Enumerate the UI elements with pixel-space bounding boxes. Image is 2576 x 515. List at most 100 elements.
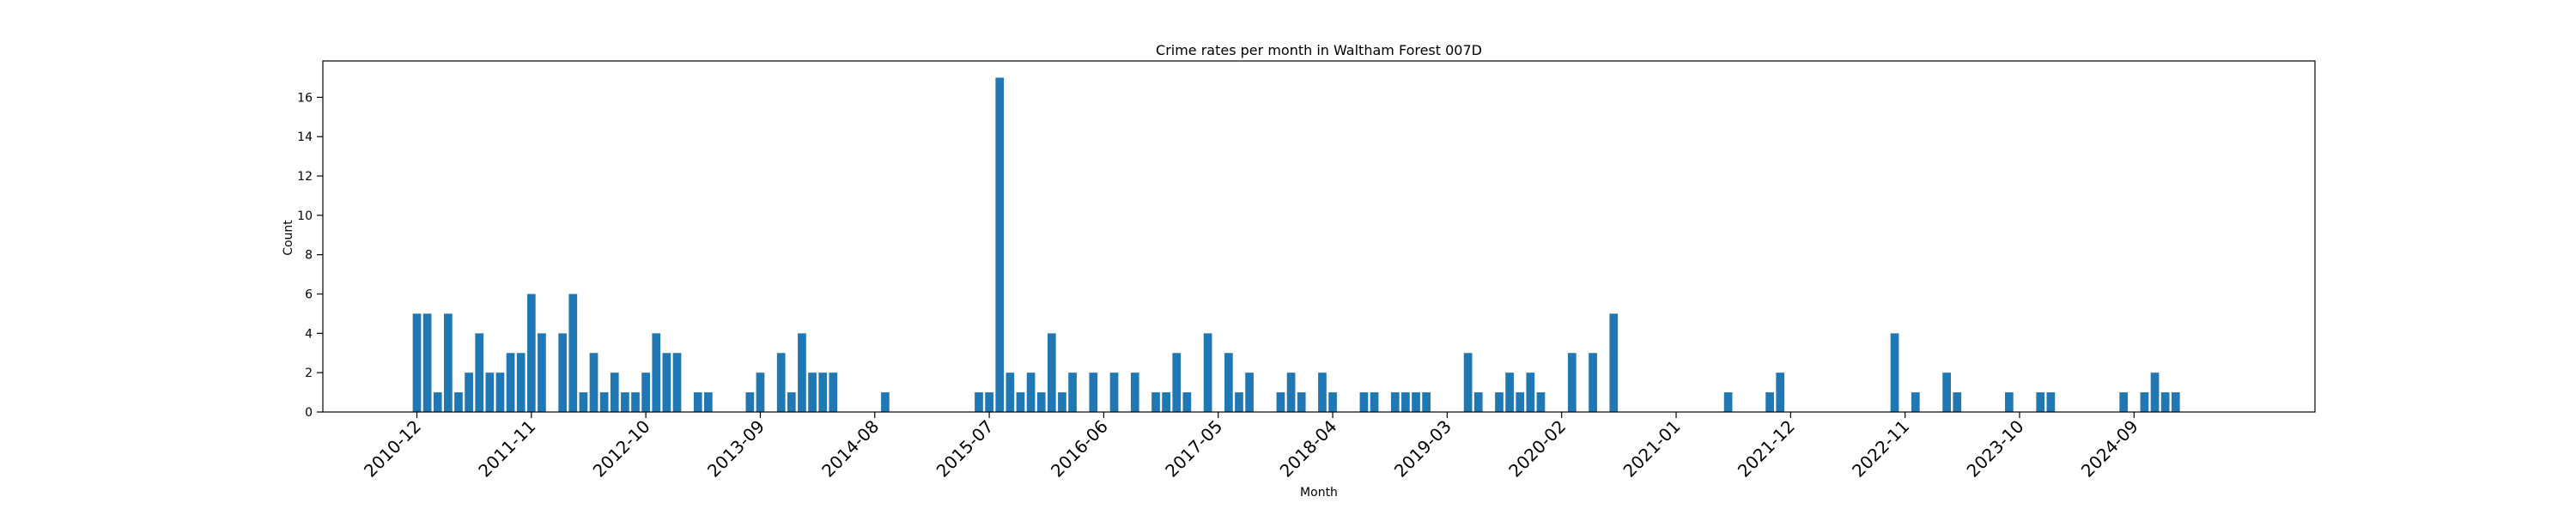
bar-2015-11: [1026, 373, 1036, 412]
bar-2021-06: [1723, 392, 1733, 412]
bar-2012-04: [579, 392, 588, 412]
x-axis-label: Month: [1300, 486, 1338, 500]
bar-2018-12: [1412, 392, 1420, 412]
x-tick-label: 2014-08: [817, 416, 883, 482]
bar-2016-09: [1130, 373, 1139, 412]
bar-2019-11: [1526, 373, 1535, 412]
bar-2020-03: [1567, 353, 1577, 412]
chart-title: Crime rates per month in Waltham Forest …: [1156, 42, 1482, 58]
bar-2013-11: [776, 353, 786, 412]
y-axis-label: Count: [282, 220, 295, 256]
bar-2012-11: [652, 333, 661, 412]
y-tick-label: 6: [305, 288, 313, 302]
bar-2013-01: [672, 353, 682, 412]
bar-2024-08: [2119, 392, 2129, 412]
bar-2010-12: [412, 313, 422, 412]
bar-2013-12: [787, 392, 796, 412]
bar-2013-09: [756, 373, 765, 412]
bar-2017-06: [1224, 353, 1233, 412]
bar-2012-05: [589, 353, 598, 412]
bar-2016-03: [1068, 373, 1077, 412]
bar-2014-09: [881, 392, 890, 412]
bar-2017-12: [1286, 373, 1296, 412]
bar-2018-07: [1359, 392, 1369, 412]
bar-2011-02: [433, 392, 442, 412]
bar-2015-12: [1036, 392, 1046, 412]
bar-2015-09: [1005, 373, 1015, 412]
x-axis: 2010-12 2011-11 2012-10 2013-09 2014-08 2015-…: [360, 412, 2142, 482]
y-tick-label: 0: [305, 406, 313, 420]
bar-2016-11: [1151, 392, 1160, 412]
bar-2014-01: [798, 333, 806, 412]
bar-2012-10: [641, 373, 650, 412]
bar-2014-03: [818, 373, 828, 412]
bar-2018-11: [1401, 392, 1410, 412]
bar-2012-09: [631, 392, 640, 412]
bar-2024-01: [2046, 392, 2056, 412]
bar-2020-05: [1589, 353, 1597, 412]
x-tick-label: 2015-07: [933, 416, 998, 482]
bar-2024-10: [2140, 392, 2149, 412]
bar-2025-01: [2171, 392, 2180, 412]
y-tick-label: 2: [305, 367, 313, 380]
bar-2014-04: [829, 373, 838, 412]
y-tick-label: 4: [305, 327, 313, 341]
x-tick-label: 2021-12: [1734, 416, 1799, 482]
bar-series: [412, 77, 2180, 412]
bar-2020-07: [1609, 313, 1619, 412]
bar-2012-08: [621, 392, 629, 412]
bar-2019-12: [1536, 392, 1546, 412]
y-tick-label: 14: [297, 130, 313, 144]
bar-2012-02: [558, 333, 568, 412]
y-axis: 0 2 4 6 8 10 12 14 16: [297, 91, 323, 420]
bar-2013-03: [693, 392, 702, 412]
bar-2011-03: [444, 313, 453, 412]
bar-2012-12: [662, 353, 671, 412]
x-tick-label: 2023-10: [1962, 416, 2027, 482]
bar-2017-02: [1182, 392, 1192, 412]
bar-2011-12: [538, 333, 546, 412]
bar-2011-06: [475, 333, 484, 412]
y-tick-label: 12: [297, 170, 313, 184]
bar-2015-06: [975, 392, 983, 412]
bar-2011-10: [516, 353, 526, 412]
bar-2015-07: [985, 392, 993, 412]
bar-2023-12: [2036, 392, 2045, 412]
x-tick-label: 2017-05: [1161, 416, 1226, 482]
bar-2024-12: [2160, 392, 2170, 412]
bar-2017-11: [1276, 392, 1285, 412]
x-tick-label: 2022-11: [1848, 416, 1913, 482]
bar-2015-10: [1016, 392, 1025, 412]
bar-2019-08: [1495, 392, 1504, 412]
y-tick-label: 10: [297, 209, 313, 223]
bar-2016-07: [1109, 373, 1119, 412]
bar-2022-10: [1890, 333, 1899, 412]
bar-2021-11: [1776, 373, 1785, 412]
bar-2019-10: [1516, 392, 1525, 412]
bar-2012-03: [568, 294, 578, 412]
bar-2012-07: [610, 373, 619, 412]
bar-2011-04: [454, 392, 463, 412]
x-tick-label: 2019-03: [1390, 416, 1455, 482]
bar-2018-04: [1328, 392, 1337, 412]
x-tick-label: 2013-09: [703, 416, 769, 482]
bar-2017-08: [1245, 373, 1254, 412]
x-tick-label: 2020-02: [1504, 416, 1570, 482]
bar-2013-08: [745, 392, 755, 412]
bar-2011-05: [465, 373, 473, 412]
bar-2011-01: [422, 313, 432, 412]
x-tick-label: 2012-10: [589, 416, 654, 482]
x-tick-label: 2018-04: [1276, 416, 1341, 482]
bar-2016-01: [1047, 333, 1056, 412]
bar-2011-08: [495, 373, 505, 412]
bar-2012-06: [599, 392, 609, 412]
bar-2017-01: [1172, 353, 1182, 412]
bar-2021-10: [1765, 392, 1774, 412]
y-tick-label: 16: [297, 91, 313, 105]
plot-frame: [322, 60, 2316, 413]
bar-2018-03: [1318, 373, 1327, 412]
y-tick-label: 8: [305, 249, 313, 263]
x-tick-label: 2021-01: [1619, 416, 1684, 482]
bar-2019-05: [1463, 353, 1473, 412]
